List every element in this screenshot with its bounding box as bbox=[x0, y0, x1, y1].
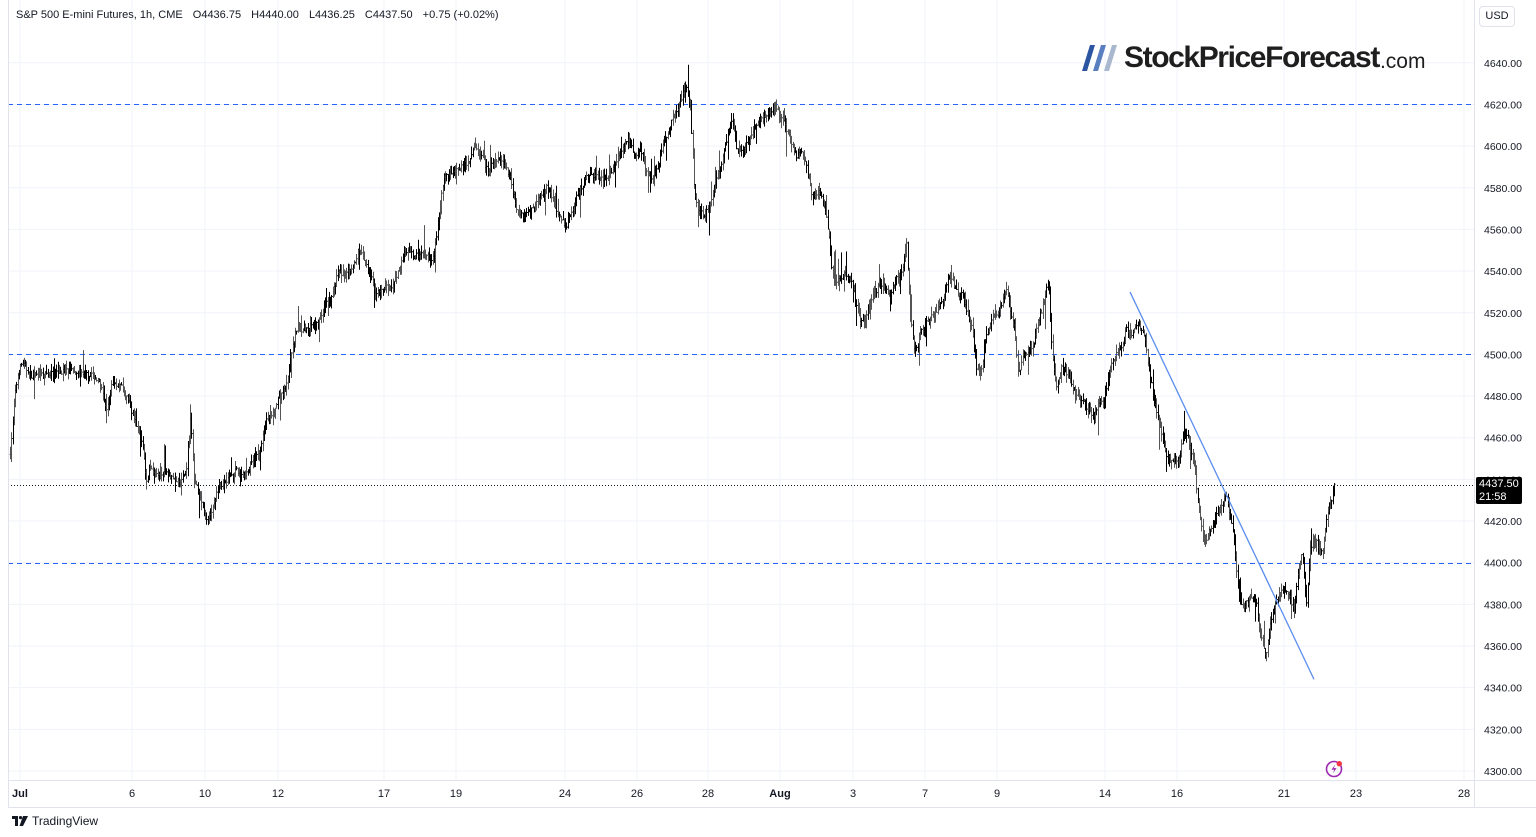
price-tick-label: 4380.00 bbox=[1484, 599, 1522, 611]
price-axis[interactable]: 4640.00 4620.00 4600.00 4580.00 4560.00 4540.… bbox=[1484, 58, 1522, 778]
price-tick-label: 4480.00 bbox=[1484, 391, 1522, 403]
change-value: +0.75 (+0.02%) bbox=[422, 9, 499, 21]
time-tick-label: 6 bbox=[129, 788, 135, 800]
time-tick-label: 23 bbox=[1350, 788, 1362, 800]
horizontal-levels[interactable] bbox=[8, 104, 1474, 564]
price-tick-label: 4580.00 bbox=[1484, 183, 1522, 195]
time-tick-label: 16 bbox=[1171, 788, 1183, 800]
symbol-legend[interactable]: S&P 500 E-mini Futures, 1h, CME O4436.75… bbox=[16, 9, 506, 21]
price-tick-label: 4340.00 bbox=[1484, 683, 1522, 695]
tradingview-label: TradingView bbox=[32, 814, 99, 828]
time-tick-label: 28 bbox=[702, 788, 714, 800]
high-value: H4440.00 bbox=[251, 9, 299, 21]
time-tick-label: 7 bbox=[922, 788, 928, 800]
time-axis[interactable]: Jul 6 10 12 17 19 24 26 28 Aug 3 7 9 14 16 21 23 28 bbox=[12, 788, 1470, 800]
axes bbox=[8, 0, 1536, 808]
time-tick-label: 21 bbox=[1278, 788, 1290, 800]
price-tick-label: 4520.00 bbox=[1484, 308, 1522, 320]
last-price-tag: 4437.50 21:58 bbox=[1476, 477, 1522, 504]
price-tick-label: 4400.00 bbox=[1484, 558, 1522, 570]
chart-area[interactable]: 4640.00 4620.00 4600.00 4580.00 4560.00 4540.… bbox=[0, 0, 1536, 808]
time-tick-label: 26 bbox=[631, 788, 643, 800]
price-tick-label: 4600.00 bbox=[1484, 141, 1522, 153]
price-tick-label: 4500.00 bbox=[1484, 349, 1522, 361]
time-tick-label: 12 bbox=[272, 788, 284, 800]
price-tick-label: 4620.00 bbox=[1484, 99, 1522, 111]
trendline[interactable] bbox=[1129, 291, 1315, 680]
bar-countdown: 21:58 bbox=[1479, 491, 1507, 503]
open-value: O4436.75 bbox=[192, 9, 242, 21]
price-tick-label: 4320.00 bbox=[1484, 724, 1522, 736]
price-tick-label: 4540.00 bbox=[1484, 266, 1522, 278]
grid bbox=[8, 0, 1474, 780]
ohlc-bars bbox=[9, 64, 1336, 662]
time-tick-label: Jul bbox=[12, 788, 28, 800]
time-tick-label: 24 bbox=[559, 788, 571, 800]
close-value: C4437.50 bbox=[364, 9, 413, 21]
time-tick-label: 14 bbox=[1099, 788, 1111, 800]
time-tick-label: Aug bbox=[769, 788, 790, 800]
price-tick-label: 4300.00 bbox=[1484, 766, 1522, 778]
time-tick-label: 3 bbox=[850, 788, 856, 800]
logo-slashes-icon bbox=[1082, 45, 1117, 71]
price-tick-label: 4640.00 bbox=[1484, 58, 1522, 70]
tradingview-logo-icon bbox=[12, 816, 28, 826]
price-tick-label: 4460.00 bbox=[1484, 433, 1522, 445]
time-tick-label: 28 bbox=[1458, 788, 1470, 800]
price-tick-label: 4560.00 bbox=[1484, 224, 1522, 236]
watermark-brand: StockPriceForecast bbox=[1124, 41, 1380, 74]
price-tick-label: 4360.00 bbox=[1484, 641, 1522, 653]
tradingview-attribution[interactable]: TradingView bbox=[12, 814, 98, 828]
price-tick-label: 4420.00 bbox=[1484, 516, 1522, 528]
watermark-tld: .com bbox=[1379, 49, 1426, 73]
time-tick-label: 17 bbox=[378, 788, 390, 800]
last-price-value: 4437.50 bbox=[1479, 478, 1519, 490]
symbol-title: S&P 500 E-mini Futures, 1h, CME bbox=[16, 9, 183, 21]
price-chart[interactable]: 4640.00 4620.00 4600.00 4580.00 4560.00 4540.… bbox=[0, 0, 1536, 808]
alert-icon[interactable] bbox=[1325, 760, 1343, 778]
low-value: L4436.25 bbox=[308, 9, 355, 21]
currency-button[interactable]: USD bbox=[1479, 6, 1515, 27]
time-tick-label: 19 bbox=[450, 788, 462, 800]
watermark-logo: StockPriceForecast .com bbox=[1082, 40, 1425, 76]
time-tick-label: 10 bbox=[199, 788, 211, 800]
time-tick-label: 9 bbox=[994, 788, 1000, 800]
